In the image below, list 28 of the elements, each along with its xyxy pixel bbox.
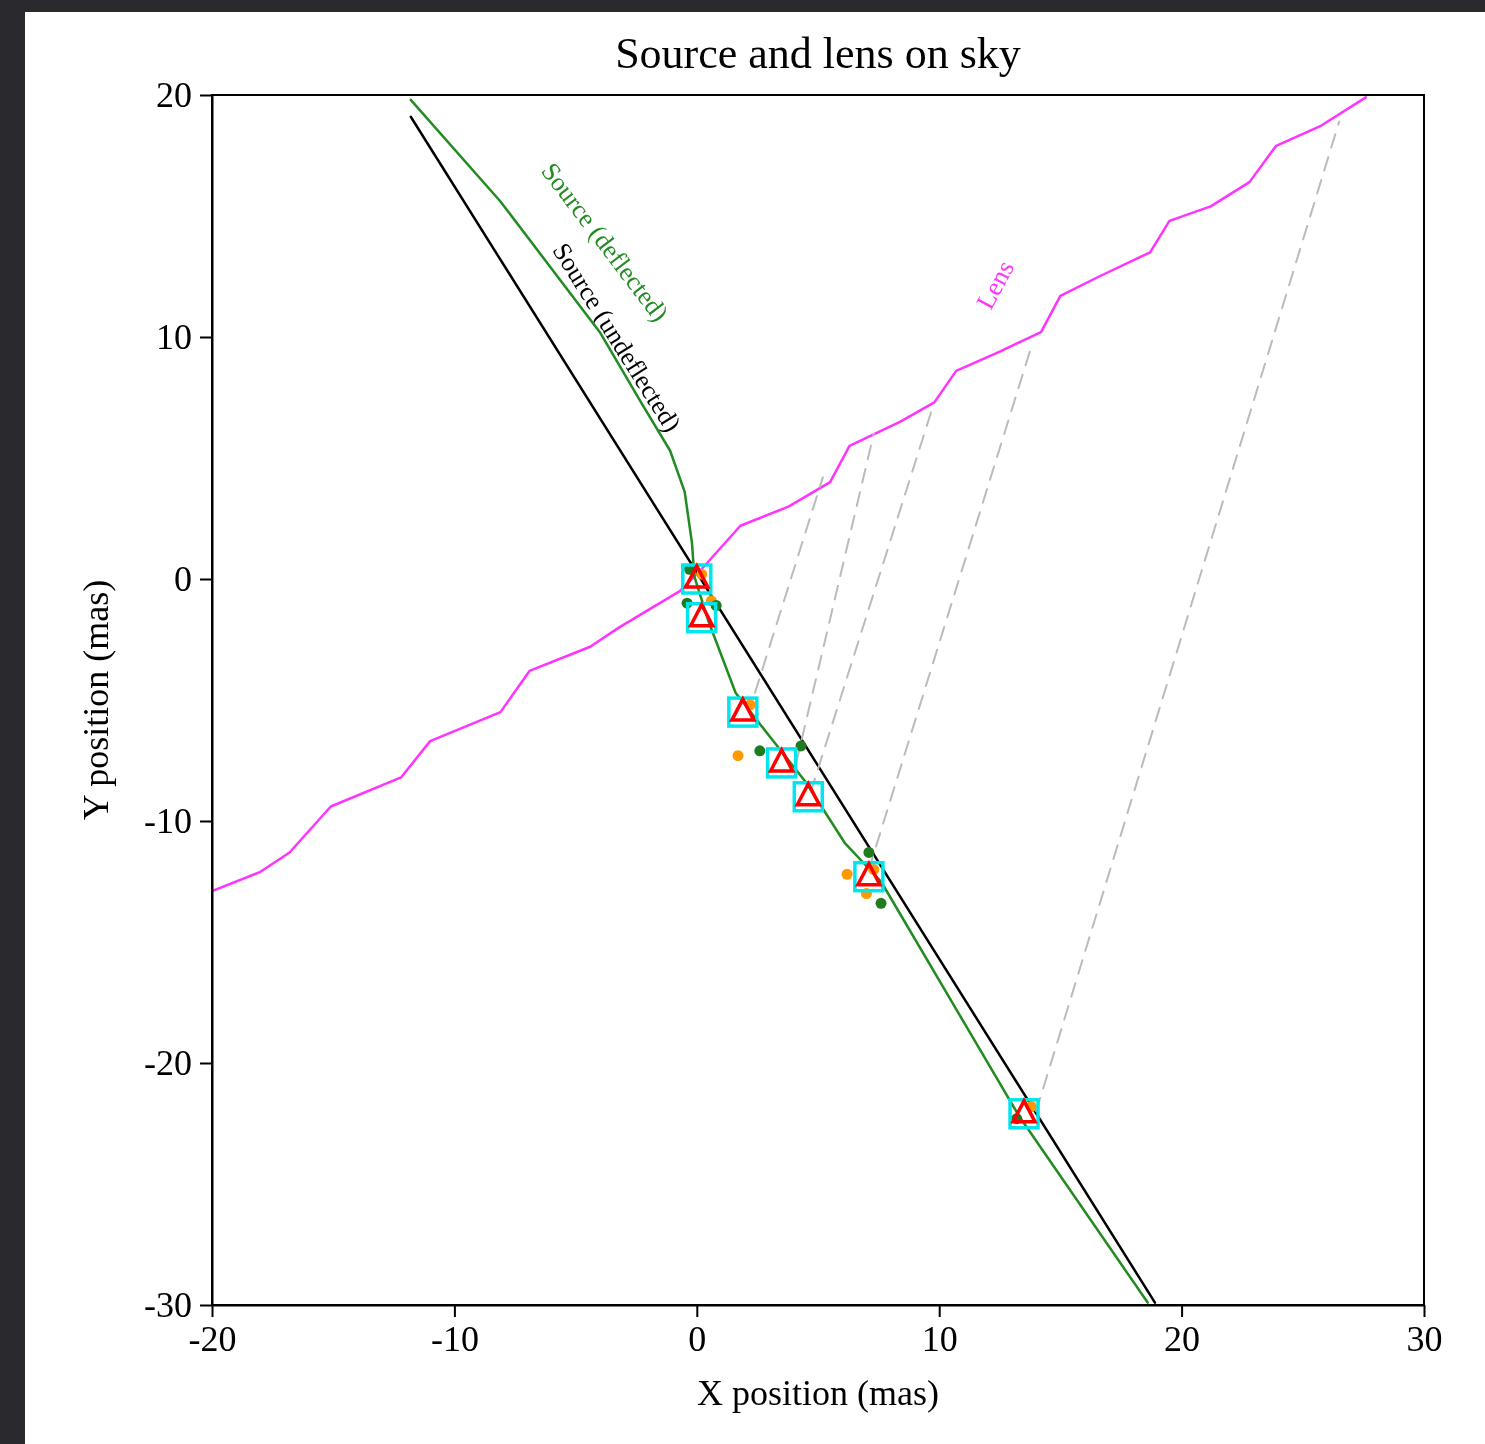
x-tick-label: 10 bbox=[921, 1318, 958, 1359]
point bbox=[1008, 1098, 1040, 1130]
point bbox=[765, 747, 798, 779]
x-tick-label: -10 bbox=[430, 1318, 479, 1359]
y-tick-label: -10 bbox=[144, 801, 192, 842]
point bbox=[863, 846, 875, 858]
point bbox=[727, 696, 759, 728]
y-tick-label: 10 bbox=[156, 317, 192, 358]
point bbox=[732, 750, 744, 762]
y-tick-label: 20 bbox=[156, 75, 192, 116]
point bbox=[681, 563, 713, 595]
x-tick-label: 30 bbox=[1406, 1318, 1443, 1359]
point bbox=[795, 740, 807, 752]
y-axis-title: Y position (mas) bbox=[76, 579, 116, 821]
x-tick-label: 0 bbox=[688, 1318, 707, 1359]
point bbox=[853, 860, 885, 893]
text: Lens bbox=[970, 255, 1020, 315]
point bbox=[792, 781, 825, 813]
y-tick-label: -20 bbox=[144, 1043, 192, 1084]
point bbox=[875, 897, 887, 909]
point bbox=[754, 745, 766, 757]
x-tick-label: 20 bbox=[1164, 1318, 1201, 1359]
point bbox=[685, 601, 718, 634]
y-tick-label: 0 bbox=[174, 559, 192, 600]
point bbox=[841, 868, 853, 880]
line-series bbox=[212, 96, 1368, 893]
chart-title: Source and lens on sky bbox=[615, 29, 1021, 78]
x-axis-title: X position (mas) bbox=[697, 1373, 939, 1413]
